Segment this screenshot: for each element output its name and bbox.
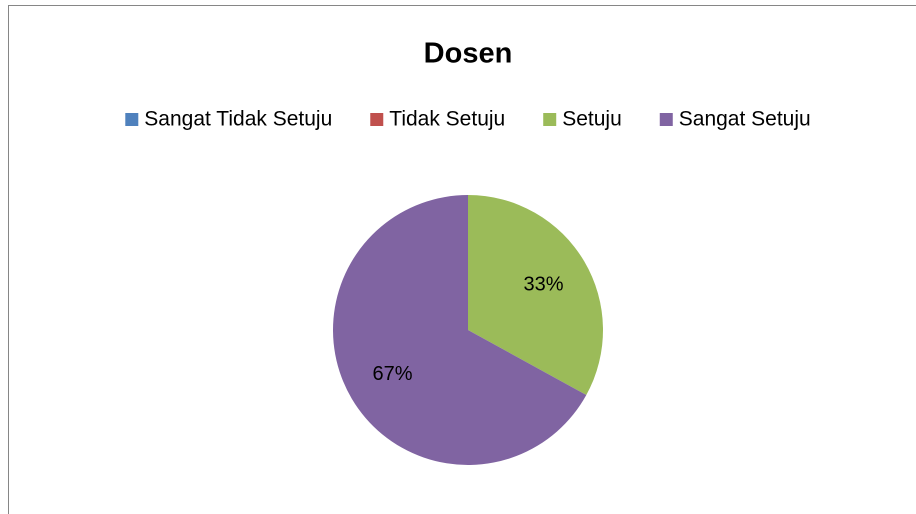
legend-label: Setuju xyxy=(562,108,622,131)
pie-slice xyxy=(468,195,603,396)
legend-swatch xyxy=(125,113,139,126)
chart-title: Dosen xyxy=(424,38,513,70)
data-label: 67% xyxy=(372,363,412,385)
pie-slice xyxy=(332,195,587,466)
legend-label: Tidak Setuju xyxy=(389,108,505,131)
legend-label: Sangat Tidak Setuju xyxy=(144,108,332,131)
legend-swatch xyxy=(659,113,673,126)
data-label: 33% xyxy=(524,274,564,296)
legend-swatch xyxy=(370,113,384,126)
legend-label: Sangat Setuju xyxy=(679,108,811,131)
legend-swatch xyxy=(543,113,557,126)
